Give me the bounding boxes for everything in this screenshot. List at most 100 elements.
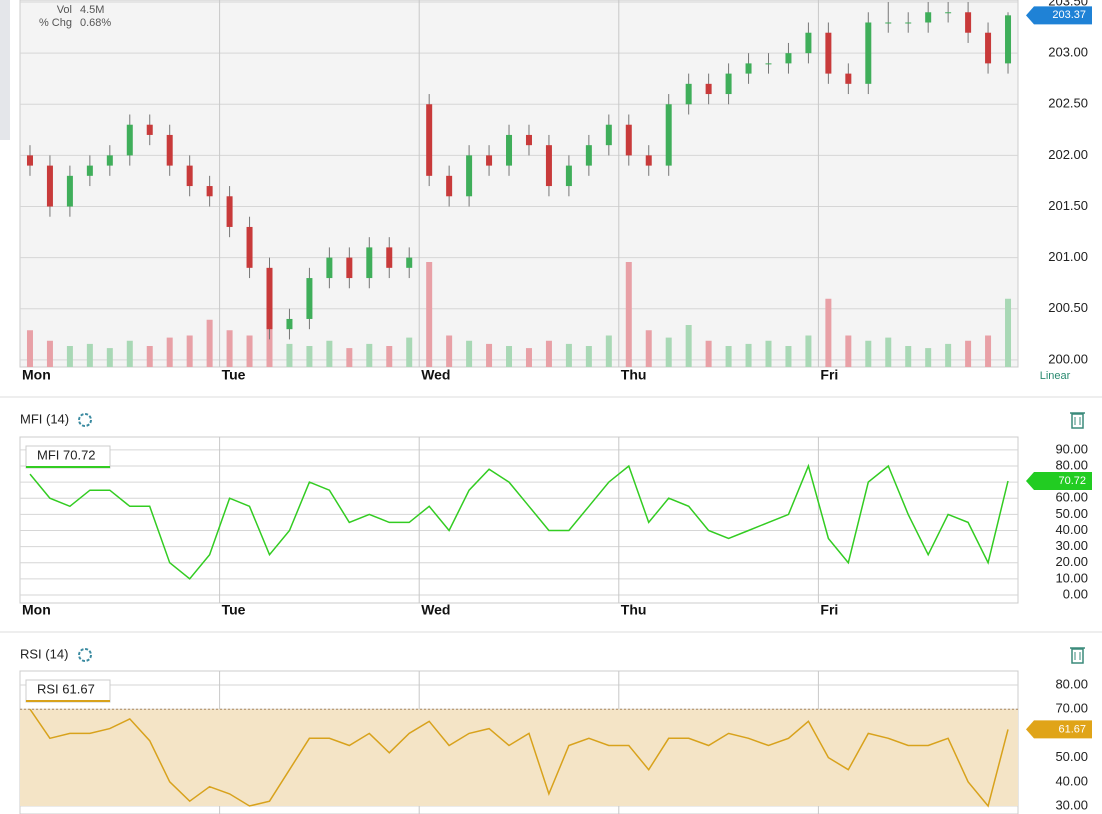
- value-tag: [1026, 471, 1092, 490]
- x-tick-label: Tue: [222, 602, 246, 618]
- candle-body: [645, 155, 652, 166]
- candle-body: [765, 63, 772, 65]
- y-tick-label: 50.00: [1055, 749, 1088, 764]
- candle-body: [286, 318, 293, 330]
- indicator-title: MFI (14): [20, 411, 69, 426]
- candle-body: [585, 145, 592, 166]
- volume-bar: [1005, 298, 1012, 367]
- gear-icon[interactable]: [78, 648, 92, 662]
- plot-area: [19, 436, 1019, 604]
- legend-label: RSI 61.67: [37, 681, 95, 696]
- y-tick-label: 202.50: [1048, 96, 1088, 111]
- candle-body: [665, 104, 672, 166]
- volume-bar: [585, 346, 592, 367]
- candle-body: [985, 32, 992, 64]
- info-label: Vol: [57, 4, 72, 16]
- y-tick-label: 201.00: [1048, 249, 1088, 264]
- candle-body: [326, 257, 333, 279]
- volume-bar: [286, 343, 293, 367]
- y-tick-label: 201.50: [1048, 198, 1088, 213]
- volume-bar: [845, 335, 852, 367]
- volume-bar: [925, 348, 932, 367]
- trash-icon[interactable]: [1070, 647, 1085, 664]
- volume-bar: [386, 346, 393, 367]
- candle-body: [366, 247, 373, 279]
- volume-bar: [26, 330, 33, 367]
- volume-bar: [226, 330, 233, 367]
- candle-body: [965, 12, 972, 33]
- volume-bar: [366, 343, 373, 367]
- volume-bar: [306, 346, 313, 367]
- volume-bar: [945, 343, 952, 367]
- info-value: 4.5M: [80, 4, 104, 16]
- volume-bar: [745, 343, 752, 367]
- candle-body: [206, 186, 213, 197]
- y-tick-label: 200.50: [1048, 300, 1088, 315]
- volume-bar: [565, 343, 572, 367]
- x-tick-label: Fri: [820, 367, 838, 383]
- volume-bar: [785, 346, 792, 367]
- volume-bar: [346, 348, 353, 367]
- candle-body: [246, 226, 253, 268]
- y-tick-label: 30.00: [1055, 797, 1088, 812]
- candle-body: [745, 63, 752, 74]
- legend-label: MFI 70.72: [37, 447, 96, 462]
- y-tick-label: 0.00: [1063, 586, 1088, 601]
- scale-mode[interactable]: Linear: [1040, 370, 1071, 382]
- indicator-line: [29, 708, 1009, 808]
- value-tag-label: 70.72: [1058, 475, 1086, 487]
- y-tick-label: 40.00: [1055, 773, 1088, 788]
- candle-body: [825, 32, 832, 74]
- volume-bar: [905, 346, 912, 367]
- candle-body: [306, 278, 313, 319]
- volume-bar: [965, 340, 972, 367]
- volume-bar: [106, 348, 113, 367]
- y-tick-label: 90.00: [1055, 441, 1088, 456]
- y-tick-label: 10.00: [1055, 570, 1088, 585]
- candle-body: [106, 155, 113, 166]
- candle-body: [945, 12, 952, 14]
- volume-bar: [266, 325, 273, 367]
- volume-bar: [326, 340, 333, 367]
- y-tick-label: 40.00: [1055, 522, 1088, 537]
- volume-bar: [545, 340, 552, 367]
- candle-body: [845, 73, 852, 84]
- volume-bar: [765, 340, 772, 367]
- candle-body: [506, 134, 513, 166]
- x-tick-label: Fri: [820, 602, 838, 618]
- candle-body: [905, 22, 912, 24]
- rsi-band: [20, 709, 1018, 807]
- volume-bar: [506, 346, 513, 367]
- candle-body: [26, 155, 33, 166]
- gear-icon[interactable]: [78, 413, 92, 427]
- volume-bar: [825, 298, 832, 367]
- volume-bar: [665, 337, 672, 367]
- x-tick-label: Wed: [421, 602, 450, 618]
- candle-body: [46, 165, 53, 207]
- y-tick-label: 203.50: [1048, 0, 1088, 8]
- volume-bar: [725, 346, 732, 367]
- x-tick-label: Mon: [22, 367, 51, 383]
- x-tick-label: Thu: [621, 602, 647, 618]
- candle-body: [466, 155, 473, 197]
- volume-bar: [525, 348, 532, 367]
- volume-bar: [146, 346, 153, 367]
- y-tick-label: 202.00: [1048, 147, 1088, 162]
- volume-bar: [865, 340, 872, 367]
- candle-body: [266, 267, 273, 330]
- volume-bar: [625, 262, 632, 367]
- candle-body: [86, 165, 93, 176]
- candle-body: [785, 53, 792, 64]
- volume-bar: [605, 335, 612, 367]
- value-tag: [1026, 720, 1092, 739]
- volume-bar: [406, 337, 413, 367]
- trash-icon[interactable]: [1070, 412, 1085, 429]
- side-strip: [0, 0, 10, 140]
- volume-bar: [86, 343, 93, 367]
- candle-body: [346, 257, 353, 279]
- x-tick-label: Thu: [621, 367, 647, 383]
- y-tick-label: 70.00: [1055, 701, 1088, 716]
- volume-bar: [186, 335, 193, 367]
- y-tick-label: 30.00: [1055, 538, 1088, 553]
